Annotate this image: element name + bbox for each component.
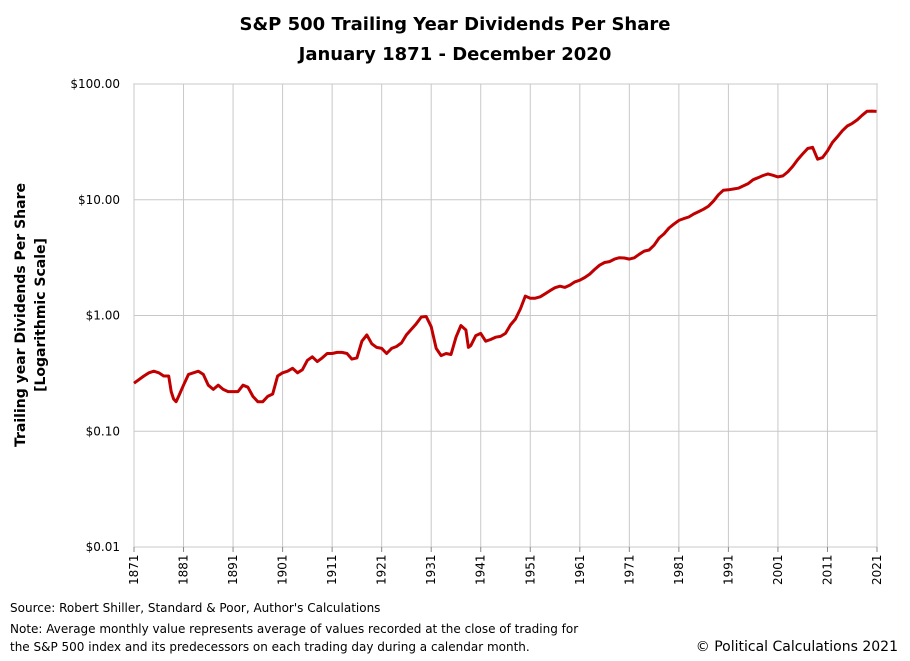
y-tick-label: $100.00 — [70, 77, 120, 91]
x-tick-label: 1991 — [721, 554, 735, 585]
x-tick-label: 1871 — [127, 554, 141, 585]
x-tick-label: 1921 — [375, 554, 389, 585]
footnote: Note: Average monthly value represents a… — [10, 622, 578, 636]
x-tick-label: 1941 — [474, 554, 488, 585]
x-tick-label: 1951 — [523, 554, 537, 585]
y-axis-title: [Logarithmic Scale] — [33, 238, 49, 392]
x-tick-label: 2021 — [870, 554, 884, 585]
y-tick-label: $0.10 — [86, 424, 120, 438]
footnote: the S&P 500 index and its predecessors o… — [10, 640, 530, 654]
y-tick-label: $0.01 — [86, 540, 120, 554]
x-tick-label: 1981 — [672, 554, 686, 585]
chart-title: S&P 500 Trailing Year Dividends Per Shar… — [240, 14, 671, 35]
y-axis-title: Trailing year Dividends Per Share — [13, 183, 29, 447]
source-note: Source: Robert Shiller, Standard & Poor,… — [10, 601, 380, 615]
x-tick-label: 1961 — [573, 554, 587, 585]
chart-subtitle: January 1871 - December 2020 — [297, 44, 612, 65]
y-tick-label: $10.00 — [78, 193, 120, 207]
data-line — [133, 109, 877, 404]
y-tick-label: $1.00 — [86, 309, 120, 323]
x-tick-label: 1891 — [226, 554, 240, 585]
x-tick-label: 1931 — [424, 554, 438, 585]
x-tick-label: 2011 — [820, 554, 834, 585]
x-tick-label: 1911 — [325, 554, 339, 585]
x-tick-label: 1971 — [622, 554, 636, 585]
x-tick-label: 1901 — [276, 554, 290, 585]
copyright: © Political Calculations 2021 — [696, 639, 898, 655]
x-tick-label: 1881 — [177, 554, 191, 585]
x-tick-label: 2001 — [771, 554, 785, 585]
